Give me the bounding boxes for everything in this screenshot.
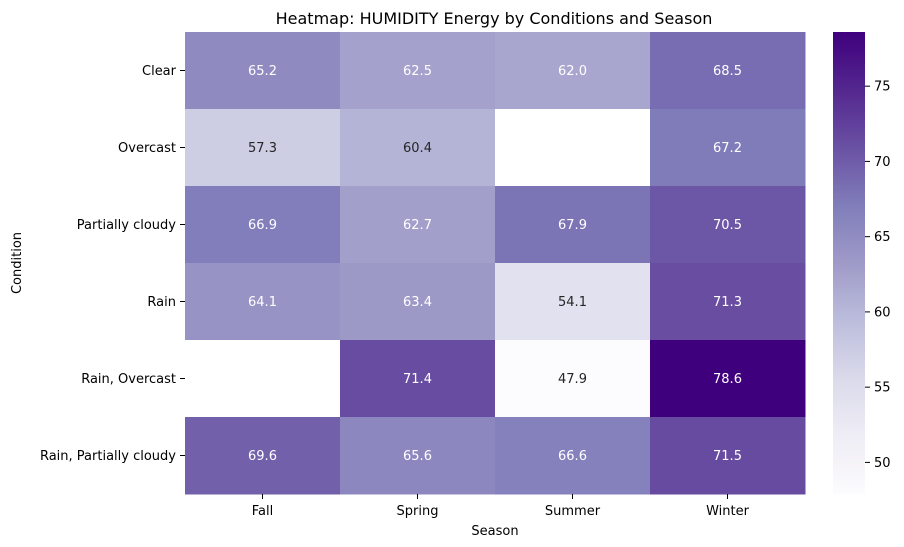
heatmap-cell bbox=[495, 32, 651, 110]
heatmap-cell bbox=[185, 340, 341, 418]
colorbar-tick-label: 55 bbox=[874, 381, 891, 396]
heatmap-cell bbox=[650, 340, 806, 418]
y-tick-label: Clear bbox=[142, 64, 177, 79]
cell-value-label: 66.9 bbox=[248, 218, 277, 233]
colorbar-tick-label: 75 bbox=[874, 80, 891, 95]
cell-value-label: 62.7 bbox=[403, 218, 432, 233]
colorbar bbox=[833, 32, 865, 494]
heatmap-cell bbox=[340, 186, 496, 264]
colorbar-tick-label: 60 bbox=[874, 305, 891, 320]
heatmap-cell bbox=[185, 417, 341, 495]
heatmap-cell bbox=[495, 186, 651, 264]
heatmap-cell bbox=[185, 263, 341, 341]
heatmap-cell bbox=[185, 109, 341, 187]
cell-value-label: 62.0 bbox=[558, 64, 587, 79]
cell-value-label: 70.5 bbox=[713, 218, 742, 233]
colorbar-ticks: 50 55 60 65 70 75 bbox=[865, 80, 891, 471]
cell-value-label: 57.3 bbox=[248, 141, 277, 156]
y-axis-ticks: Clear Overcast Partially cloudy Rain Rain, O… bbox=[40, 64, 185, 464]
cell-value-label: 62.5 bbox=[403, 64, 432, 79]
heatmap-cell bbox=[650, 32, 806, 110]
cell-value-label: 71.4 bbox=[403, 372, 432, 387]
x-axis-label: Season bbox=[471, 524, 518, 539]
cell-value-label: 64.1 bbox=[248, 295, 277, 310]
colorbar-tick-label: 65 bbox=[874, 230, 891, 245]
heatmap-cell bbox=[650, 109, 806, 187]
colorbar-tick-label: 50 bbox=[874, 456, 891, 471]
cell-value-label: 69.6 bbox=[248, 449, 277, 464]
cell-value-label: 71.5 bbox=[713, 449, 742, 464]
chart-title: Heatmap: HUMIDITY Energy by Conditions a… bbox=[276, 9, 713, 28]
heatmap-cell bbox=[495, 340, 651, 418]
y-tick-label: Rain bbox=[147, 295, 176, 310]
cell-value-label: 67.2 bbox=[713, 141, 742, 156]
cell-value-label: 63.4 bbox=[403, 295, 432, 310]
heatmap-cell bbox=[340, 417, 496, 495]
cell-value-label: 78.6 bbox=[713, 372, 742, 387]
heatmap-cell bbox=[340, 263, 496, 341]
cell-value-label: 67.9 bbox=[558, 218, 587, 233]
heatmap-cells bbox=[185, 32, 806, 495]
x-tick-label: Winter bbox=[706, 504, 750, 519]
y-tick-label: Partially cloudy bbox=[77, 218, 176, 233]
heatmap-cell bbox=[650, 186, 806, 264]
heatmap-cell-labels: 65.2 62.5 62.0 68.5 57.3 60.4 67.2 66.9 62.7 67.9… bbox=[248, 64, 742, 464]
heatmap-cell bbox=[340, 340, 496, 418]
heatmap-cell bbox=[650, 417, 806, 495]
x-axis-ticks: Fall Spring Summer Winter bbox=[252, 494, 750, 519]
cell-value-label: 54.1 bbox=[558, 295, 587, 310]
heatmap-cell bbox=[185, 186, 341, 264]
y-tick-label: Overcast bbox=[118, 141, 176, 156]
cell-value-label: 68.5 bbox=[713, 64, 742, 79]
cell-value-label: 65.6 bbox=[403, 449, 432, 464]
heatmap-cell bbox=[495, 263, 651, 341]
y-tick-label: Rain, Overcast bbox=[81, 372, 176, 387]
colorbar-tick-label: 70 bbox=[874, 155, 891, 170]
heatmap-cell bbox=[340, 109, 496, 187]
cell-value-label: 66.6 bbox=[558, 449, 587, 464]
y-tick-label: Rain, Partially cloudy bbox=[40, 449, 176, 464]
heatmap-cell bbox=[495, 109, 651, 187]
cell-value-label: 60.4 bbox=[403, 141, 432, 156]
heatmap-cell bbox=[650, 263, 806, 341]
y-axis-label: Condition bbox=[10, 232, 25, 294]
x-tick-label: Summer bbox=[545, 504, 601, 519]
x-tick-label: Fall bbox=[252, 504, 273, 519]
cell-value-label: 71.3 bbox=[713, 295, 742, 310]
cell-value-label: 47.9 bbox=[558, 372, 587, 387]
heatmap-cell bbox=[495, 417, 651, 495]
cell-value-label: 65.2 bbox=[248, 64, 277, 79]
heatmap-cell bbox=[340, 32, 496, 110]
heatmap-cell bbox=[185, 32, 341, 110]
x-tick-label: Spring bbox=[397, 504, 439, 519]
